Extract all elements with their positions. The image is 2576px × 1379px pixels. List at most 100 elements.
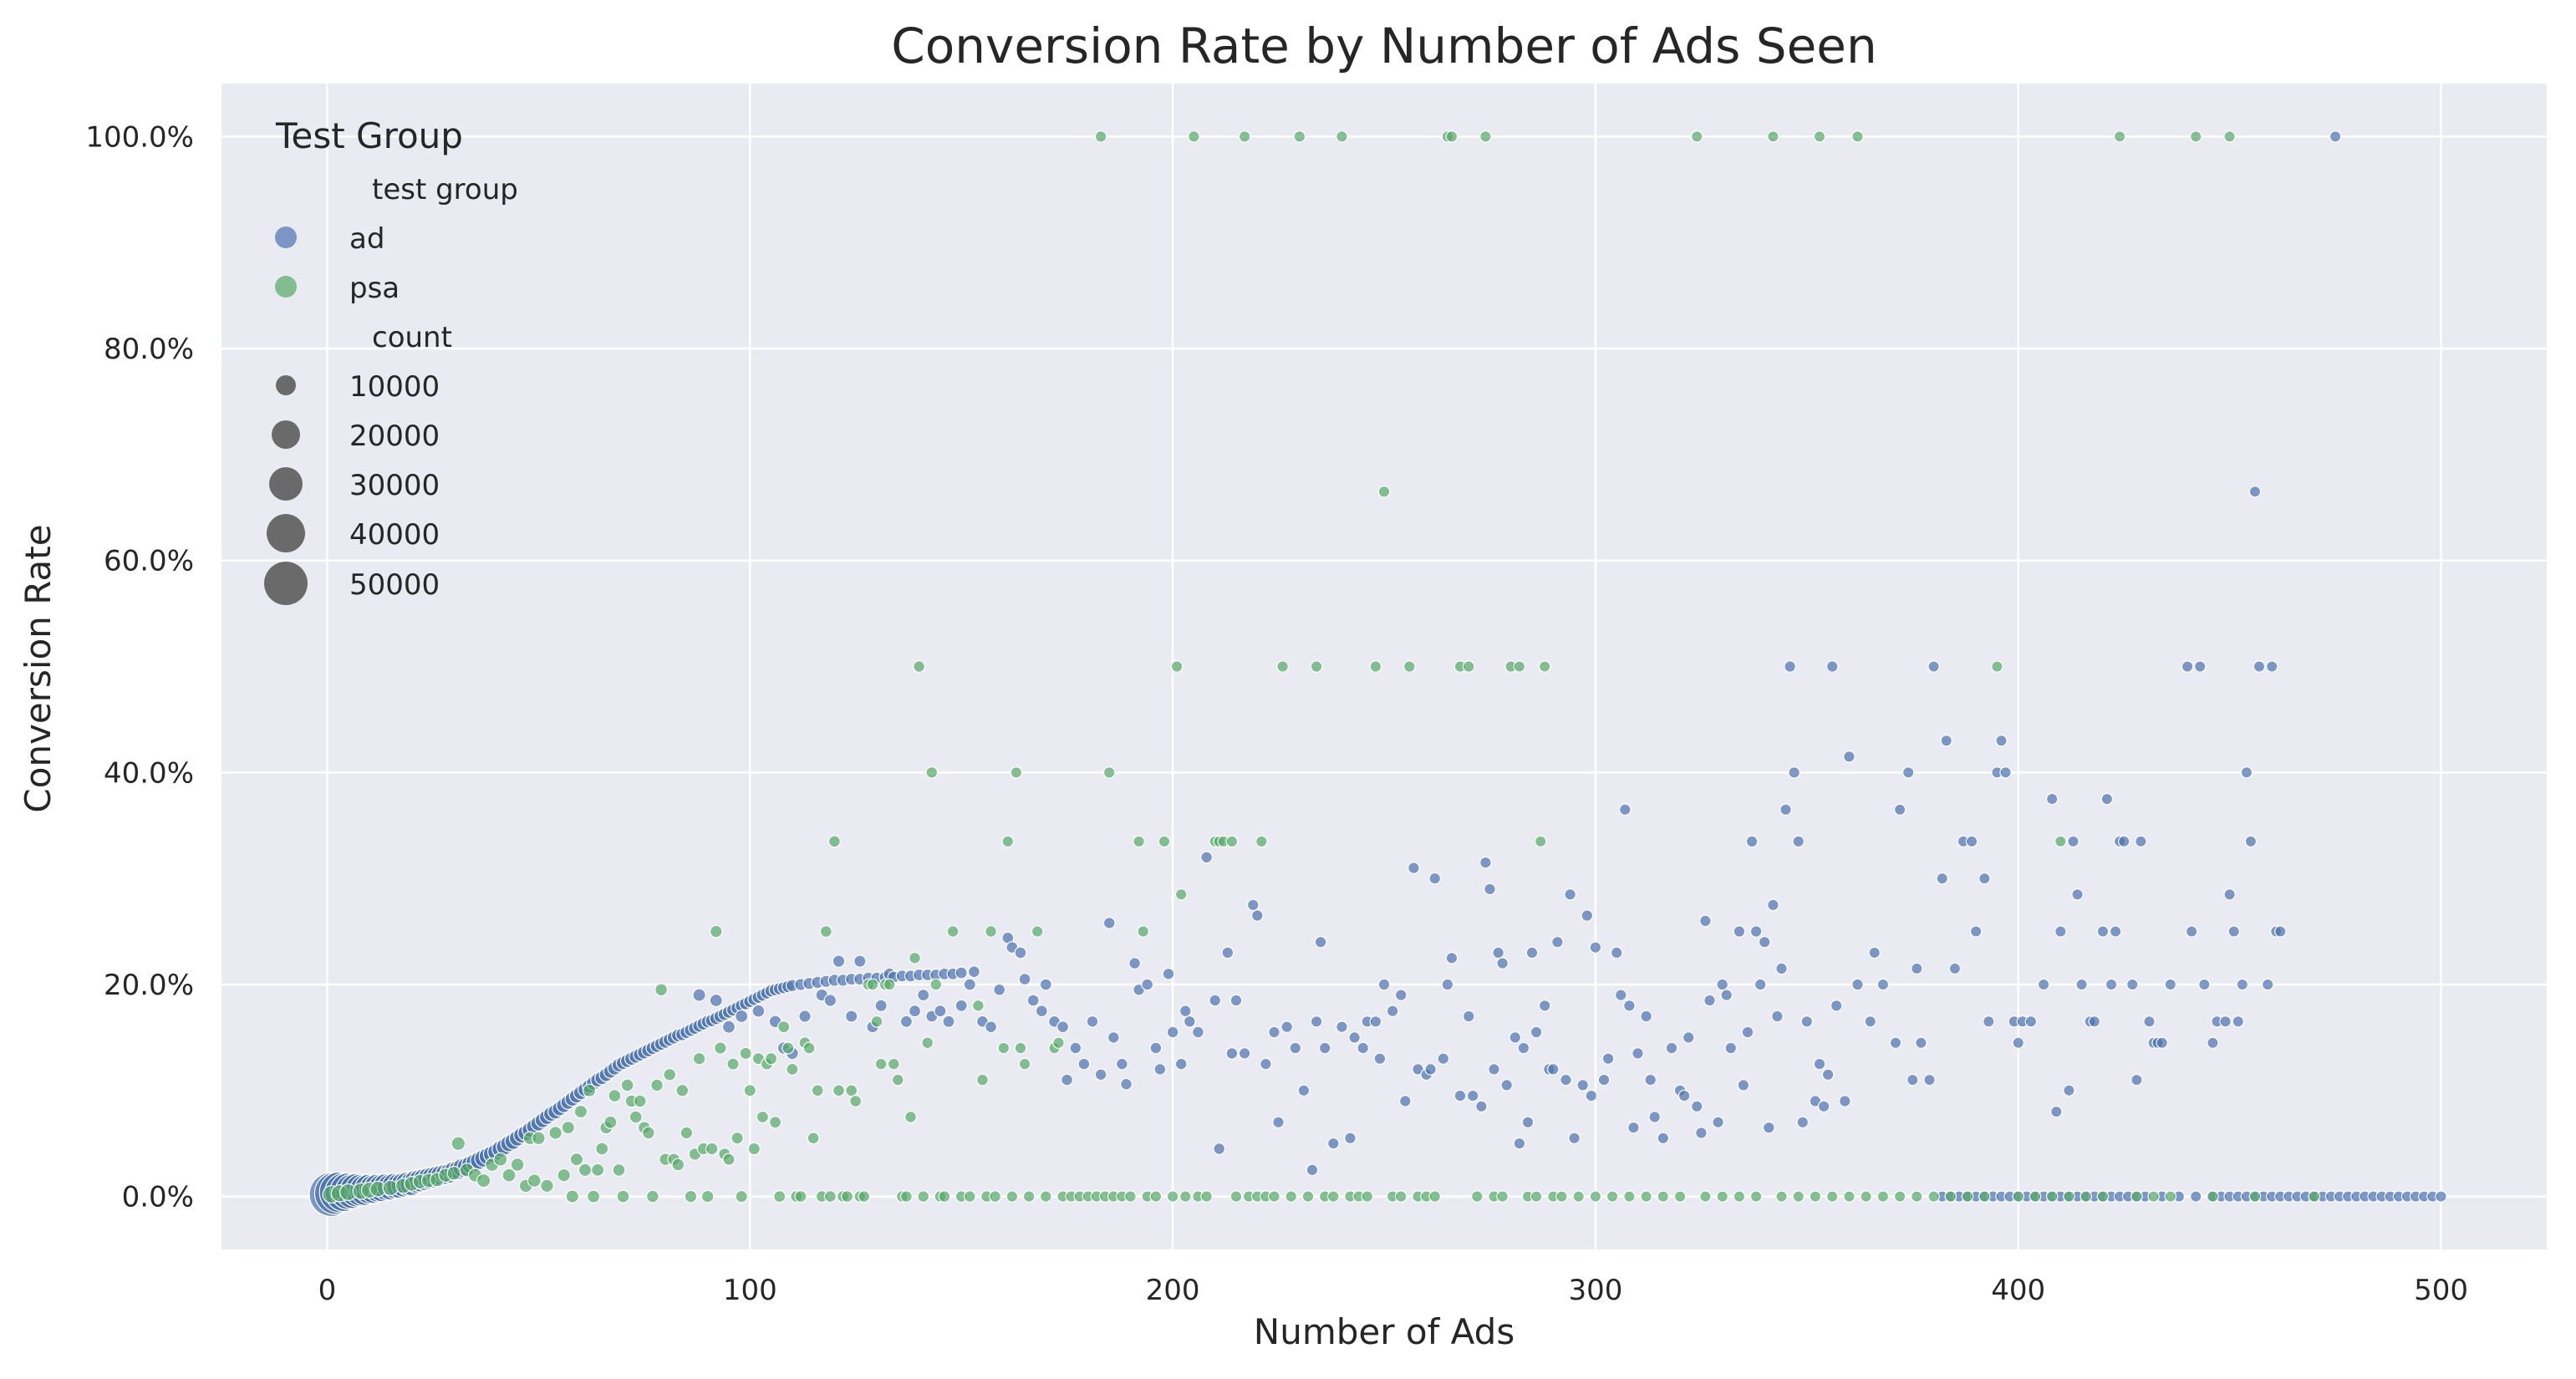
data-point-psa bbox=[786, 1062, 799, 1076]
data-point-psa bbox=[446, 1165, 461, 1181]
data-point-psa bbox=[1014, 1041, 1027, 1055]
data-point-ad bbox=[1779, 803, 1792, 816]
data-point-ad bbox=[955, 966, 968, 980]
data-point-ad bbox=[2435, 1190, 2447, 1203]
data-point-ad bbox=[1149, 1041, 1163, 1055]
data-point-ad bbox=[1039, 978, 1052, 991]
data-point-ad bbox=[1901, 766, 1915, 779]
data-point-ad bbox=[1209, 994, 1222, 1007]
data-point-psa bbox=[591, 1163, 605, 1178]
data-point-ad bbox=[2071, 888, 2084, 901]
data-point-ad bbox=[1310, 1015, 1323, 1028]
data-point-psa bbox=[874, 1057, 888, 1071]
data-point-psa bbox=[764, 1052, 778, 1066]
data-point-psa bbox=[2164, 1190, 2176, 1203]
data-point-ad bbox=[1280, 1020, 1293, 1033]
data-point-psa bbox=[1733, 1190, 1746, 1203]
data-point-ad bbox=[2109, 925, 2122, 938]
data-point-ad bbox=[1771, 1010, 1784, 1023]
data-point-ad bbox=[955, 999, 968, 1012]
data-point-psa bbox=[476, 1173, 491, 1188]
data-point-psa bbox=[2189, 130, 2202, 143]
data-point-ad bbox=[1547, 1063, 1560, 1076]
data-point-psa bbox=[1606, 1190, 1619, 1203]
data-point-ad bbox=[1221, 946, 1235, 959]
data-point-ad bbox=[2012, 1036, 2024, 1049]
data-point-psa bbox=[2063, 1190, 2075, 1203]
data-point-psa bbox=[917, 1190, 930, 1203]
data-point-ad bbox=[1115, 1057, 1128, 1071]
data-point-ad bbox=[1018, 973, 1031, 986]
data-point-ad bbox=[1289, 1041, 1302, 1055]
data-point-ad bbox=[1014, 946, 1027, 959]
data-point-psa bbox=[540, 1178, 554, 1193]
data-point-psa bbox=[578, 1163, 593, 1178]
data-point-psa bbox=[629, 1110, 643, 1124]
data-point-psa bbox=[899, 1190, 913, 1203]
data-point-ad bbox=[1564, 888, 1576, 901]
data-point-psa bbox=[654, 983, 668, 997]
data-point-ad bbox=[1521, 1116, 1535, 1129]
data-point-ad bbox=[1851, 978, 1864, 991]
data-point-psa bbox=[616, 1189, 630, 1203]
data-point-psa bbox=[1640, 1190, 1652, 1203]
data-point-psa bbox=[1775, 1190, 1788, 1203]
data-point-ad bbox=[1077, 1057, 1091, 1071]
data-point-ad bbox=[1893, 803, 1907, 816]
data-point-psa bbox=[1991, 660, 2003, 673]
data-point-psa bbox=[510, 1157, 525, 1172]
data-point-psa bbox=[612, 1163, 626, 1177]
data-point-psa bbox=[1927, 1190, 1940, 1203]
data-point-ad bbox=[1601, 1052, 1615, 1065]
data-point-psa bbox=[1944, 1190, 1957, 1203]
data-point-psa bbox=[883, 978, 896, 991]
data-point-psa bbox=[548, 1126, 563, 1140]
data-point-ad bbox=[1682, 1031, 1695, 1044]
data-point-ad bbox=[2096, 925, 2110, 938]
data-point-ad bbox=[2261, 978, 2274, 991]
data-point-ad bbox=[1927, 660, 1940, 673]
data-point-ad bbox=[1141, 978, 1154, 991]
data-point-psa bbox=[527, 1173, 542, 1188]
data-point-psa bbox=[891, 1073, 904, 1086]
data-point-psa bbox=[700, 1189, 715, 1203]
data-point-ad bbox=[1796, 1116, 1810, 1129]
data-point-ad bbox=[1061, 1073, 1073, 1086]
data-point-psa bbox=[1749, 1190, 1763, 1203]
data-point-psa bbox=[811, 1084, 824, 1097]
data-point-psa bbox=[1301, 1190, 1315, 1203]
data-point-psa bbox=[1534, 835, 1547, 848]
data-point-ad bbox=[798, 1010, 812, 1023]
data-point-ad bbox=[1200, 851, 1213, 864]
data-point-ad bbox=[1657, 1132, 1670, 1145]
data-point-psa bbox=[582, 1083, 597, 1098]
data-point-ad bbox=[1297, 1084, 1311, 1097]
data-point-ad bbox=[832, 954, 846, 968]
data-point-ad bbox=[1597, 1073, 1611, 1086]
data-point-ad bbox=[1525, 946, 1539, 959]
data-point-ad bbox=[2117, 835, 2131, 848]
data-point-psa bbox=[501, 1168, 517, 1183]
data-point-ad bbox=[1166, 1025, 1179, 1039]
data-point-ad bbox=[751, 1004, 766, 1018]
data-point-psa bbox=[1792, 1190, 1805, 1203]
data-point-psa bbox=[722, 1153, 736, 1166]
data-point-psa bbox=[1462, 660, 1475, 673]
data-point-ad bbox=[1453, 1089, 1467, 1102]
data-point-psa bbox=[1843, 1190, 1856, 1203]
legend-swatch-psa bbox=[275, 276, 297, 298]
data-point-ad bbox=[1509, 1031, 1522, 1044]
data-point-ad bbox=[2189, 1190, 2202, 1203]
data-point-psa bbox=[849, 1094, 863, 1107]
data-point-ad bbox=[1758, 935, 1771, 949]
data-point-psa bbox=[714, 1041, 727, 1055]
data-point-ad bbox=[1767, 898, 1779, 912]
data-point-ad bbox=[1589, 941, 1602, 954]
data-point-psa bbox=[1285, 1190, 1297, 1203]
data-point-ad bbox=[2185, 925, 2198, 938]
data-point-ad bbox=[1229, 994, 1243, 1007]
data-point-psa bbox=[1225, 835, 1239, 848]
legend-size-20000 bbox=[272, 420, 300, 449]
data-point-ad bbox=[1821, 1068, 1835, 1081]
data-point-ad bbox=[899, 1015, 914, 1028]
